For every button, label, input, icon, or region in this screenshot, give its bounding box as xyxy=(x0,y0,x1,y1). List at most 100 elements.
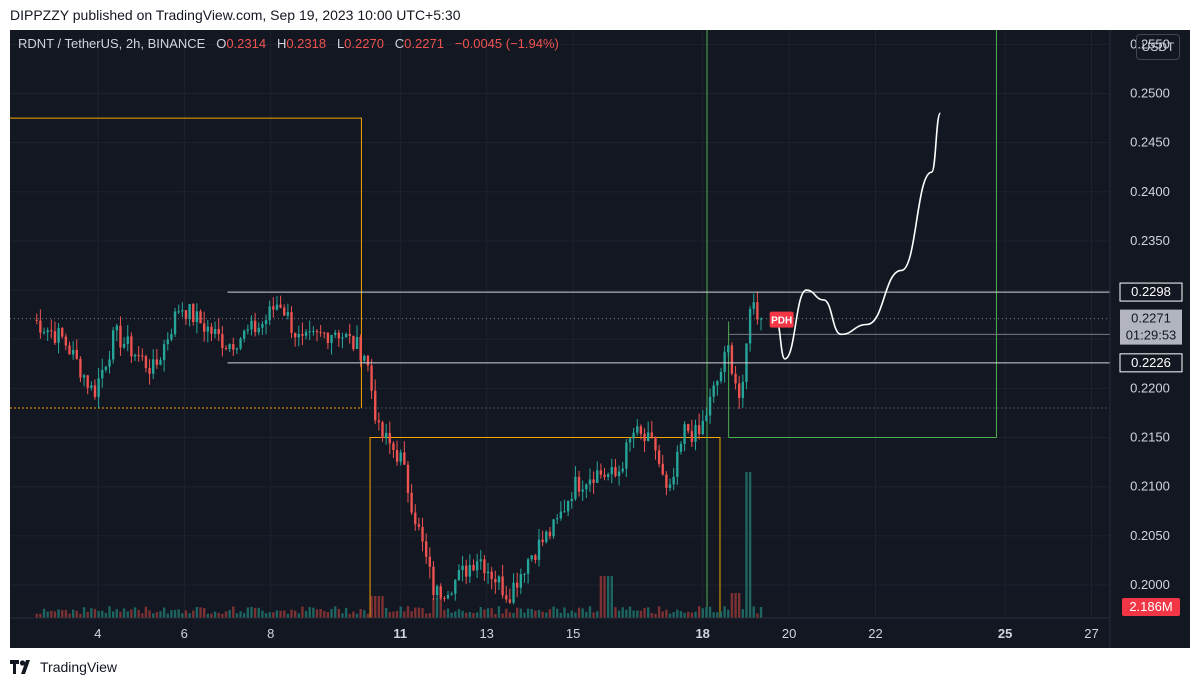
price-tick-label: 0.2100 xyxy=(1130,479,1170,494)
volume-bar xyxy=(246,607,250,618)
price-tick-label: 0.2350 xyxy=(1130,233,1170,248)
volume-bar xyxy=(68,613,71,618)
candle-body xyxy=(632,432,635,439)
volume-bar xyxy=(50,610,53,618)
candle-body xyxy=(206,326,209,332)
volume-bar xyxy=(334,606,337,618)
candle-body xyxy=(719,372,723,382)
current-price-label-bg xyxy=(1120,309,1182,328)
candle-body xyxy=(479,559,482,562)
candle-body xyxy=(293,332,297,338)
publisher-line: DIPPZZY published on TradingView.com, Se… xyxy=(0,0,1200,30)
candle-body xyxy=(162,344,166,361)
volume-bar xyxy=(257,607,260,618)
candle-body xyxy=(530,555,533,560)
candle-body xyxy=(170,334,173,340)
candle-body xyxy=(210,326,213,334)
volume-bar xyxy=(162,607,166,618)
volume-bar xyxy=(472,613,475,618)
candle-body xyxy=(708,396,712,416)
volume-bar xyxy=(403,611,406,618)
volume-bar xyxy=(366,613,370,618)
volume-bar xyxy=(654,613,657,618)
candle-body xyxy=(414,512,417,525)
candle-body xyxy=(235,348,239,350)
candle-body xyxy=(264,320,268,325)
volume-bar xyxy=(494,613,497,618)
volume-bar xyxy=(155,612,159,618)
candle-body xyxy=(734,373,737,384)
candle-body xyxy=(556,518,559,520)
volume-bar xyxy=(661,611,664,618)
candle-body xyxy=(501,576,504,596)
candlesticks xyxy=(35,291,763,605)
volume-bar xyxy=(545,612,548,618)
candle-body xyxy=(355,337,359,349)
volume-bar xyxy=(206,613,209,618)
candle-body xyxy=(577,476,581,492)
volume-bar xyxy=(705,606,708,618)
volume-bar xyxy=(279,610,282,618)
candle-body xyxy=(399,452,402,462)
candle-body xyxy=(621,468,624,472)
projection-curve xyxy=(775,112,942,360)
volume-bar xyxy=(676,609,679,618)
candle-body xyxy=(614,467,617,477)
candle-body xyxy=(101,369,104,379)
volume-bar xyxy=(290,609,293,618)
currency-button[interactable]: USDT xyxy=(1136,34,1180,60)
legend-close-label: C xyxy=(394,36,405,51)
volume-bar xyxy=(748,472,752,618)
candle-body xyxy=(366,355,370,366)
volume-bar xyxy=(457,609,461,618)
volume-bar xyxy=(348,613,351,618)
candle-body xyxy=(490,571,493,580)
volume-bar xyxy=(213,611,217,618)
volume-bar xyxy=(286,613,290,618)
candle-body xyxy=(697,425,701,435)
volume-bar xyxy=(596,611,599,618)
volume-bar xyxy=(86,611,89,618)
candle-body xyxy=(730,345,734,374)
volume-bar xyxy=(82,607,86,618)
volume-bar xyxy=(548,609,552,618)
candle-body xyxy=(246,329,250,331)
volume-bar xyxy=(71,609,75,618)
time-tick-label: 22 xyxy=(868,626,882,641)
volume-bar xyxy=(486,608,490,618)
candle-body xyxy=(665,474,668,488)
volume-bar xyxy=(541,611,544,618)
volume-bar xyxy=(181,613,184,618)
volume-bar xyxy=(424,613,428,618)
candle-body xyxy=(261,324,264,328)
candle-body xyxy=(279,304,282,308)
candle-body xyxy=(628,438,632,443)
candle-body xyxy=(661,463,664,475)
candle-body xyxy=(217,328,220,335)
volume-bar xyxy=(421,608,424,618)
chart-area[interactable]: 0.20000.20500.21000.21500.22000.22500.23… xyxy=(10,30,1190,648)
legend-low: 0.2270 xyxy=(344,36,384,51)
candle-body xyxy=(534,555,537,560)
price-tick-label: 0.2050 xyxy=(1130,528,1170,543)
candle-body xyxy=(141,355,144,357)
volume-bar xyxy=(261,610,264,618)
candle-body xyxy=(508,599,512,603)
candle-body xyxy=(468,564,472,577)
volume-bar xyxy=(432,598,435,618)
candle-body xyxy=(253,320,257,333)
volume-bar xyxy=(253,608,257,618)
candle-body xyxy=(537,539,541,560)
volume-bar xyxy=(152,613,155,618)
volume-bar xyxy=(650,613,654,618)
candle-body xyxy=(483,559,486,574)
volume-bar xyxy=(170,610,173,618)
price-chart[interactable]: 0.20000.20500.21000.21500.22000.22500.23… xyxy=(10,30,1190,648)
volume-bar xyxy=(570,610,573,618)
candle-body xyxy=(177,311,180,313)
volume-bar xyxy=(301,606,304,618)
candle-body xyxy=(472,564,475,571)
volume-bar xyxy=(552,606,555,618)
candle-body xyxy=(559,511,563,519)
volume-bar xyxy=(210,613,213,618)
